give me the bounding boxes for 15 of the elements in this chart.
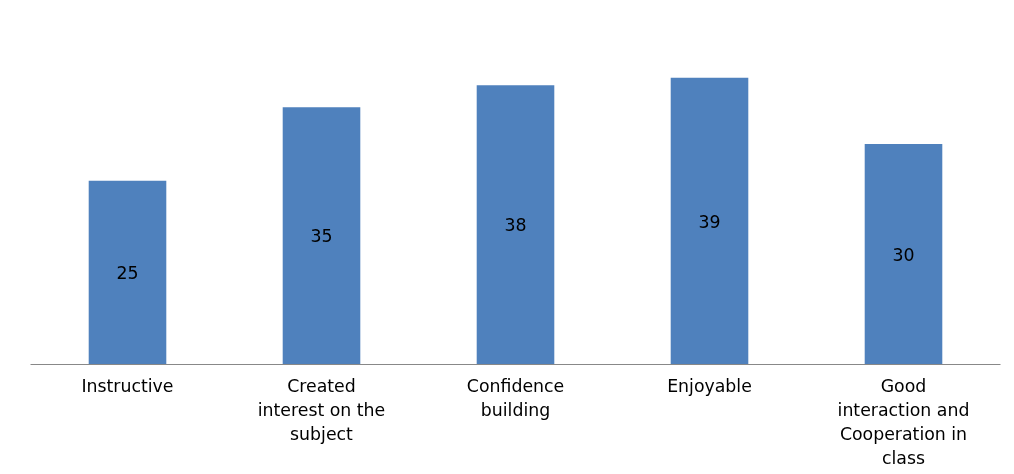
data-label: 30 [892,244,915,265]
x-tick-label: Good interaction and Cooperation in class [837,375,970,468]
bar [670,77,749,365]
bar [88,180,167,365]
bar [476,85,555,365]
data-label: 25 [116,263,139,284]
data-label: 39 [698,211,721,232]
bar [864,143,943,365]
bar [282,107,361,365]
x-tick-label: Created interest on the subject [257,375,386,444]
data-label: 38 [504,215,527,236]
data-label: 35 [310,226,333,247]
x-tick-label: Confidence building [466,375,565,420]
x-tick-label: Enjoyable [667,375,752,396]
x-tick-label: Instructive [81,375,174,396]
